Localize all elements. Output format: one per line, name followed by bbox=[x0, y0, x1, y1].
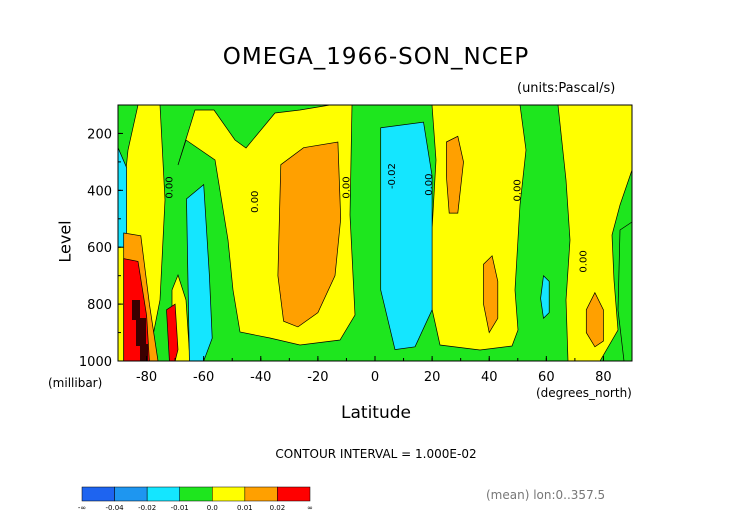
region-green bbox=[617, 221, 632, 361]
region-yellow bbox=[557, 105, 632, 361]
contour-region bbox=[540, 274, 550, 320]
colorbar-label: -0.01 bbox=[171, 504, 189, 512]
colorbar-swatch bbox=[81, 486, 115, 502]
y-tick-label: 600 bbox=[87, 241, 112, 256]
colorbar-label: -0.02 bbox=[138, 504, 156, 512]
contour-region bbox=[446, 135, 464, 214]
x-tick-label: 0 bbox=[371, 370, 379, 385]
x-tick-label: 80 bbox=[595, 370, 612, 385]
colorbar-swatch bbox=[277, 486, 311, 502]
colorbar-label: 0.0 bbox=[207, 504, 218, 512]
contour-region bbox=[166, 303, 179, 361]
contour-label: 0.00 bbox=[250, 191, 261, 213]
x-axis-units: (degrees_north) bbox=[536, 386, 632, 400]
x-tick-label: -60 bbox=[193, 370, 214, 385]
contour-label: -0.02 bbox=[387, 163, 398, 189]
chart-title: OMEGA_1966-SON_NCEP bbox=[222, 44, 530, 70]
x-tick-label: -20 bbox=[307, 370, 328, 385]
x-tick-label: -80 bbox=[136, 370, 157, 385]
contour-region bbox=[380, 121, 433, 350]
contour-label: 0.00 bbox=[578, 250, 589, 272]
units-label: (units:Pascal/s) bbox=[517, 81, 616, 96]
y-tick-label: 1000 bbox=[79, 355, 112, 370]
colorbar-swatch bbox=[244, 486, 278, 502]
x-tick-label: 20 bbox=[424, 370, 441, 385]
colorbar-label: ∞ bbox=[307, 504, 313, 512]
contour-region bbox=[186, 183, 213, 361]
x-axis-label: Latitude bbox=[341, 403, 411, 423]
region-yellow bbox=[429, 105, 527, 351]
contour-region bbox=[483, 255, 499, 334]
colorbar-label: 0.01 bbox=[237, 504, 253, 512]
contour-label: 0.00 bbox=[164, 176, 175, 198]
colorbar-swatch bbox=[146, 486, 180, 502]
colorbar: -∞ -0.04 -0.02 -0.01 0.0 0.01 0.02 ∞ bbox=[78, 486, 313, 512]
y-tick-label: 200 bbox=[87, 127, 112, 142]
contour-interval-label: CONTOUR INTERVAL = 1.000E-02 bbox=[275, 447, 477, 461]
colorbar-swatch bbox=[114, 486, 148, 502]
y-tick-label: 400 bbox=[87, 184, 112, 199]
colorbar-swatch bbox=[179, 486, 213, 502]
contour-label: 0.00 bbox=[341, 176, 352, 198]
y-axis-units: (millibar) bbox=[48, 376, 103, 390]
x-tick-label: 40 bbox=[481, 370, 498, 385]
contour-field: 0.00 0.00 0.00 -0.02 0.00 0.00 0.00 bbox=[118, 105, 632, 361]
contour-label: 0.00 bbox=[424, 174, 435, 196]
colorbar-label: -0.04 bbox=[106, 504, 125, 512]
x-tick-label: -40 bbox=[250, 370, 271, 385]
x-tick-label: 60 bbox=[538, 370, 555, 385]
region-dark-red bbox=[132, 300, 148, 361]
colorbar-label: -∞ bbox=[78, 504, 86, 512]
colorbar-label: 0.02 bbox=[270, 504, 286, 512]
contour-region bbox=[585, 291, 604, 348]
contour-label: 0.00 bbox=[513, 179, 524, 201]
contour-region bbox=[277, 141, 342, 328]
colorbar-swatch bbox=[212, 486, 246, 502]
y-tick-label: 800 bbox=[87, 298, 112, 313]
mean-label: (mean) lon:0..357.5 bbox=[486, 488, 606, 502]
